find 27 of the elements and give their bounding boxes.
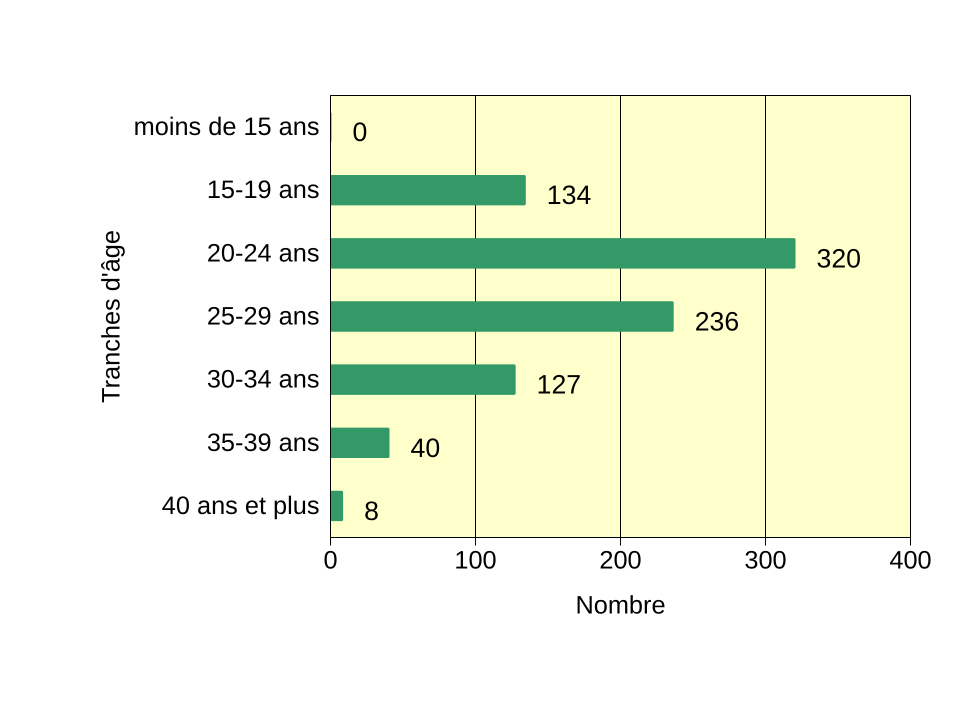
data-label: 40 [410,432,440,463]
data-label: 0 [352,117,368,148]
data-label: 8 [364,496,379,526]
data-label: 127 [536,370,582,400]
x-tick-label: 100 [454,546,497,574]
data-label: 134 [546,180,592,210]
y-tick-label: 35-39 ans [206,428,320,457]
bar [330,364,516,395]
y-tick-label: 20-24 ans [206,239,320,268]
x-tick-label: 400 [889,546,932,574]
data-label: 320 [816,243,861,274]
x-tick-label: 300 [744,546,787,574]
y-tick-label: 25-29 ans [206,302,320,330]
y-tick-label: moins de 15 ans [134,113,320,142]
y-tick-label: 15-19 ans [206,176,320,204]
x-axis-title: Nombre [575,592,666,620]
bar [330,428,390,458]
x-tick-label: 200 [599,546,642,574]
y-tick-label: 30-34 ans [206,366,320,394]
bar [330,238,796,269]
x-tick-label: 0 [323,546,338,574]
y-tick-label: 40 ans et plus [162,492,320,520]
bar [330,490,344,522]
bar [330,301,674,332]
bar [330,175,526,206]
data-label: 236 [694,306,740,336]
y-axis-title: Tranches d'âge [98,230,126,403]
